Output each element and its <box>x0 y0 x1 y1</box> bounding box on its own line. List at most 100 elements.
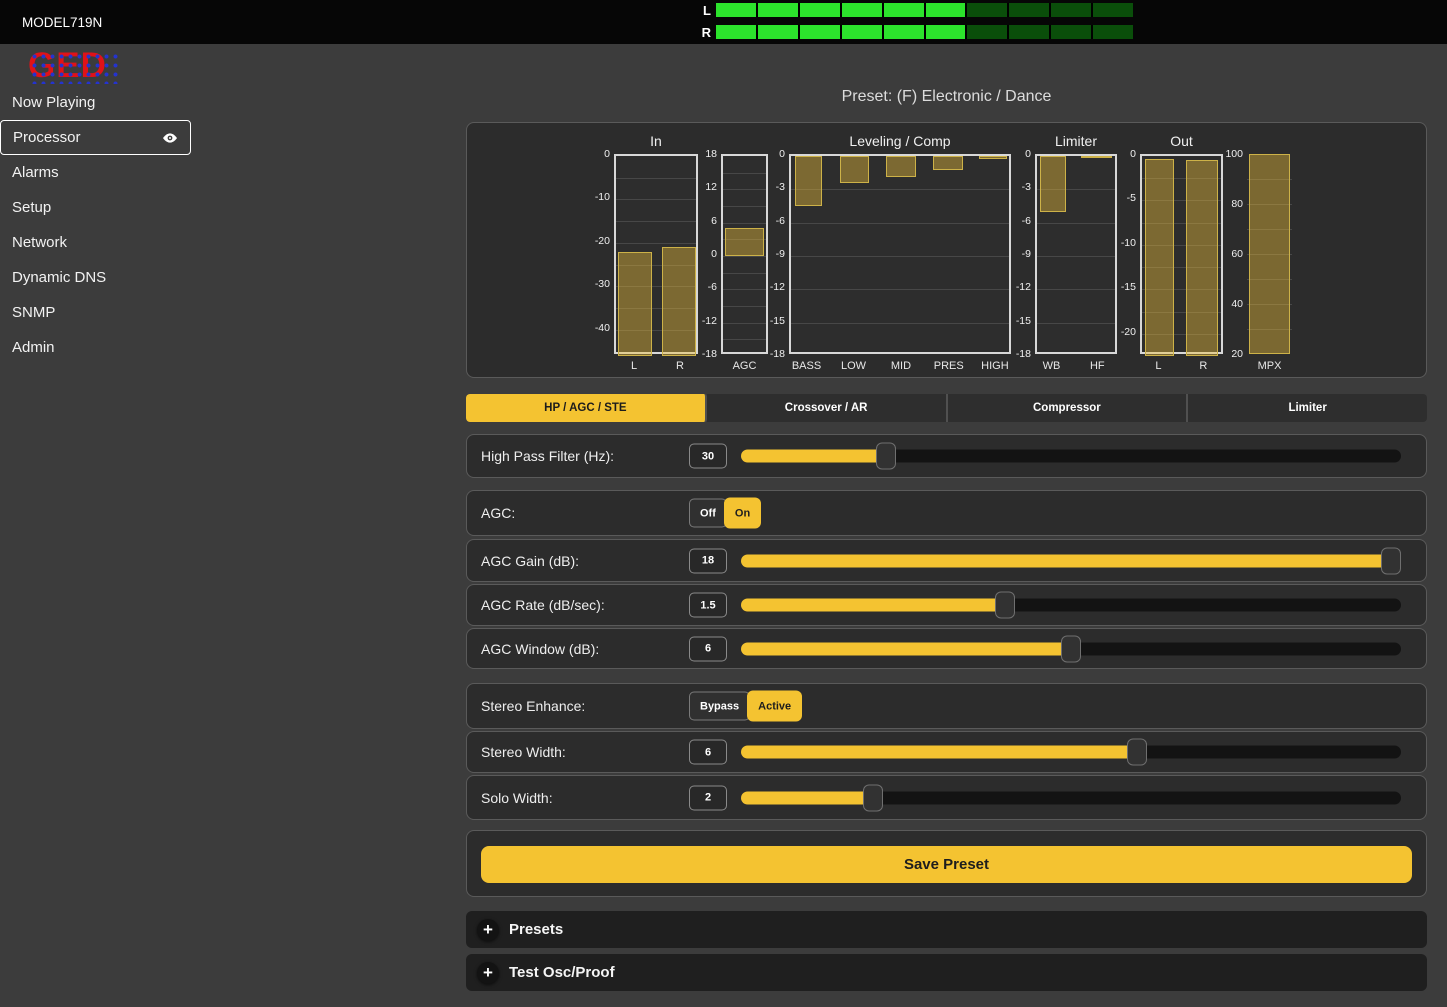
row-label-stereo-enhance: Stereo Enhance: <box>481 698 585 714</box>
high-pass-filter-value[interactable]: 30 <box>689 444 727 469</box>
section-label: Test Osc/Proof <box>509 964 615 981</box>
solo-width-slider-handle[interactable] <box>863 784 883 811</box>
channel-label-l: L <box>609 360 659 372</box>
tick-label: 0 <box>568 147 610 161</box>
tick-label: 80 <box>1201 197 1243 211</box>
tick-label: 60 <box>1201 247 1243 261</box>
tick-label: 0 <box>743 147 785 161</box>
gridline <box>616 178 696 179</box>
channel-label-hf: HF <box>1072 360 1122 372</box>
tick-label: 12 <box>675 180 717 194</box>
vu-segment <box>842 3 882 17</box>
solo-width-slider-track[interactable] <box>741 791 1401 804</box>
solo-width-value[interactable]: 2 <box>689 785 727 810</box>
row-label-agc-window: AGC Window (dB): <box>481 641 599 657</box>
agc-window-slider-track[interactable] <box>741 642 1401 655</box>
tick-label: -12 <box>989 280 1031 294</box>
vu-segment <box>1093 25 1133 39</box>
stereo-enhance-option-active[interactable]: Active <box>747 691 802 722</box>
preset-title: Preset: (F) Electronic / Dance <box>466 88 1427 106</box>
agc-gain-slider-handle[interactable] <box>1381 547 1401 574</box>
sidebar-item-label: SNMP <box>12 304 55 321</box>
meter-leveling <box>789 154 1011 354</box>
sidebar-item-label: Admin <box>12 339 55 356</box>
agc-rate-slider-handle[interactable] <box>995 592 1015 619</box>
sidebar-item-network[interactable]: Network <box>0 225 191 260</box>
meter-bar-bass <box>795 156 822 206</box>
row-stereo-enhance: Stereo Enhance: BypassActive <box>466 683 1427 729</box>
meter-limiter <box>1035 154 1117 354</box>
vu-segment <box>1093 3 1133 17</box>
sidebar-item-processor[interactable]: Processor <box>0 120 191 155</box>
vu-segment <box>1009 25 1049 39</box>
agc-window-value[interactable]: 6 <box>689 636 727 661</box>
vu-segments <box>716 25 1133 39</box>
stereo-enhance-option-bypass[interactable]: Bypass <box>689 692 750 721</box>
section-presets[interactable]: +Presets <box>466 911 1427 948</box>
tick-label: 0 <box>675 247 717 261</box>
sidebar-item-now-playing[interactable]: Now Playing <box>0 85 191 120</box>
agc-rate-slider-fill <box>741 599 1005 612</box>
high-pass-filter-slider-handle[interactable] <box>876 443 896 470</box>
vu-segment <box>884 25 924 39</box>
tick-label: -18 <box>743 347 785 361</box>
stereo-width-slider-handle[interactable] <box>1127 739 1147 766</box>
tick-label: -40 <box>568 321 610 335</box>
save-panel: Save Preset <box>466 830 1427 897</box>
agc-rate-slider-track[interactable] <box>741 599 1401 612</box>
row-agc-gain: AGC Gain (dB):18 <box>466 539 1427 582</box>
vu-meter-row: R <box>698 25 1133 39</box>
stereo-width-value[interactable]: 6 <box>689 740 727 765</box>
gridline <box>791 189 1009 190</box>
logo-text: GED <box>28 46 107 85</box>
gridline <box>791 223 1009 224</box>
vu-channel-label: R <box>698 25 711 40</box>
plus-icon[interactable]: + <box>477 919 499 941</box>
gridline <box>1037 323 1115 324</box>
save-preset-button[interactable]: Save Preset <box>481 846 1412 883</box>
sidebar-item-admin[interactable]: Admin <box>0 330 191 365</box>
stereo-width-slider-track[interactable] <box>741 746 1401 759</box>
agc-gain-value[interactable]: 18 <box>689 548 727 573</box>
channel-label-bass: BASS <box>782 360 832 372</box>
high-pass-filter-slider-fill <box>741 450 886 463</box>
agc-rate-value[interactable]: 1.5 <box>689 593 727 618</box>
tick-label: -6 <box>743 214 785 228</box>
tab-limiter[interactable]: Limiter <box>1188 394 1427 422</box>
plus-icon[interactable]: + <box>477 962 499 984</box>
agc-gain-slider-track[interactable] <box>741 554 1401 567</box>
tab-hp-agc-ste[interactable]: HP / AGC / STE <box>466 394 707 422</box>
section-test-osc-proof[interactable]: + Test Osc/Proof <box>466 954 1427 991</box>
agc-window-slider-handle[interactable] <box>1061 635 1081 662</box>
meter-mpx <box>1247 154 1292 354</box>
sidebar-item-label: Setup <box>12 199 51 216</box>
topbar-meters: LR <box>698 3 1133 47</box>
tab-compressor[interactable]: Compressor <box>948 394 1189 422</box>
sidebar-item-dynamic-dns[interactable]: Dynamic DNS <box>0 260 191 295</box>
tick-label: 40 <box>1201 297 1243 311</box>
sidebar-item-snmp[interactable]: SNMP <box>0 295 191 330</box>
tick-label: -10 <box>1094 236 1136 250</box>
row-solo-width: Solo Width:2 <box>466 775 1427 820</box>
tick-label: -5 <box>1094 191 1136 205</box>
channel-label-l: L <box>1133 360 1183 372</box>
sidebar-item-alarms[interactable]: Alarms <box>0 155 191 190</box>
logo: GED <box>28 46 124 86</box>
sidebar-item-label: Now Playing <box>12 94 95 111</box>
tab-crossover-ar[interactable]: Crossover / AR <box>707 394 948 422</box>
sidebar-item-setup[interactable]: Setup <box>0 190 191 225</box>
gridline <box>616 199 696 200</box>
gridline <box>723 306 766 307</box>
agc-option-on[interactable]: On <box>724 498 761 529</box>
tick-label: -10 <box>568 190 610 204</box>
vu-segment <box>926 25 966 39</box>
vu-meter-row: L <box>698 3 1133 17</box>
channel-label-wb: WB <box>1027 360 1077 372</box>
tick-label: -15 <box>989 314 1031 328</box>
tick-label: -18 <box>989 347 1031 361</box>
row-high-pass-filter: High Pass Filter (Hz):30 <box>466 434 1427 478</box>
agc-option-off[interactable]: Off <box>689 499 727 528</box>
tick-label: -20 <box>1094 325 1136 339</box>
gridline <box>791 323 1009 324</box>
high-pass-filter-slider-track[interactable] <box>741 450 1401 463</box>
